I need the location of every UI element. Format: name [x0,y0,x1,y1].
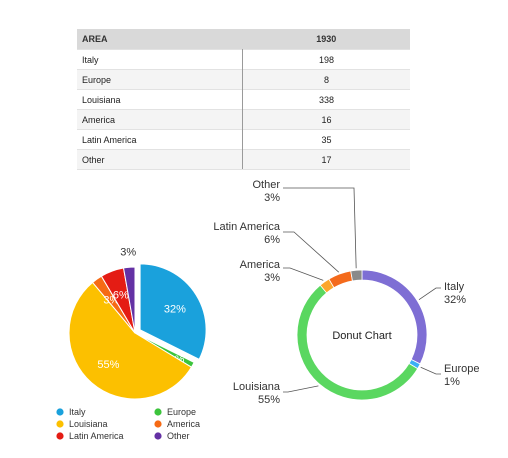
legend-label-europe: Europe [167,407,196,417]
donut-center-label: Donut Chart [332,330,391,342]
legend-label-louisiana: Louisiana [69,419,108,429]
donut-label-italy: Italy [444,281,465,293]
data-table: AREA 1930 Italy 198 Europe 8 Louisiana 3… [77,29,410,170]
donut-pct-america: 3% [264,272,280,284]
row-value: 35 [242,129,410,150]
donut-leader-louisiana [283,385,319,393]
donut-label-europe: Europe [444,363,479,375]
pie-legend: Italy Europe Louisiana America Latin America… [56,407,200,441]
donut-leader-europe [420,366,441,375]
donut-leader-other [283,187,357,269]
legend-swatch-italy [56,408,64,416]
donut-segment-louisiana [296,284,419,401]
donut-segment-italy [361,269,428,365]
row-value: 338 [242,89,410,110]
row-area: Europe [77,69,243,90]
legend-swatch-america [154,420,162,428]
row-area: Latin America [77,129,243,150]
legend-label-latin-america: Latin America [69,431,124,441]
pie-label-latin-america: 6% [113,290,129,302]
pie-label-italy: 32% [164,303,186,315]
legend-label-america: America [167,419,200,429]
pie-slice-louisiana [68,281,193,400]
legend-label-other: Other [167,431,190,441]
donut-leader-latin-america [283,231,340,273]
row-value: 17 [242,149,410,170]
donut-label-america: America [240,259,281,271]
donut-leader-america [283,267,324,281]
header-area: AREA [77,29,243,50]
pie-label-louisiana: 55% [97,359,119,371]
legend-swatch-louisiana [56,420,64,428]
header-year: 1930 [242,29,410,50]
legend-swatch-latin-america [56,432,64,440]
row-area: Other [77,149,243,170]
legend-label-italy: Italy [69,407,86,417]
table-row: America 16 [77,109,410,130]
row-area: Louisiana [77,89,243,110]
table-row: Latin America 35 [77,129,410,150]
donut-label-latin-america: Latin America [213,221,281,233]
row-value: 8 [242,69,410,90]
donut-pct-other: 3% [264,192,280,204]
pie-slice-other [122,266,136,334]
donut-pct-italy: 32% [444,294,466,306]
table-row: Italy 198 [77,49,410,70]
pie-slice-italy [139,263,207,360]
row-area: Italy [77,49,243,70]
legend-swatch-europe [154,408,162,416]
donut-label-louisiana: Louisiana [233,381,281,393]
donut-pct-louisiana: 55% [258,394,280,406]
pie-label-other: 3% [120,246,136,258]
table-header-row: AREA 1930 [77,29,410,50]
donut-leader-italy [418,287,441,301]
row-value: 198 [242,49,410,70]
table-row: Other 17 [77,149,410,170]
table-row: Europe 8 [77,69,410,90]
legend-swatch-other [154,432,162,440]
donut-label-other: Other [252,179,280,191]
donut-pct-europe: 1% [444,376,460,388]
pie-chart: 32%1%55%3%6%3% [68,246,207,400]
donut-segment-latin-america [328,270,353,289]
table-row: Louisiana 338 [77,89,410,110]
donut-segment-other [350,269,363,282]
row-value: 16 [242,109,410,130]
row-area: America [77,109,243,130]
donut-pct-latin-america: 6% [264,234,280,246]
